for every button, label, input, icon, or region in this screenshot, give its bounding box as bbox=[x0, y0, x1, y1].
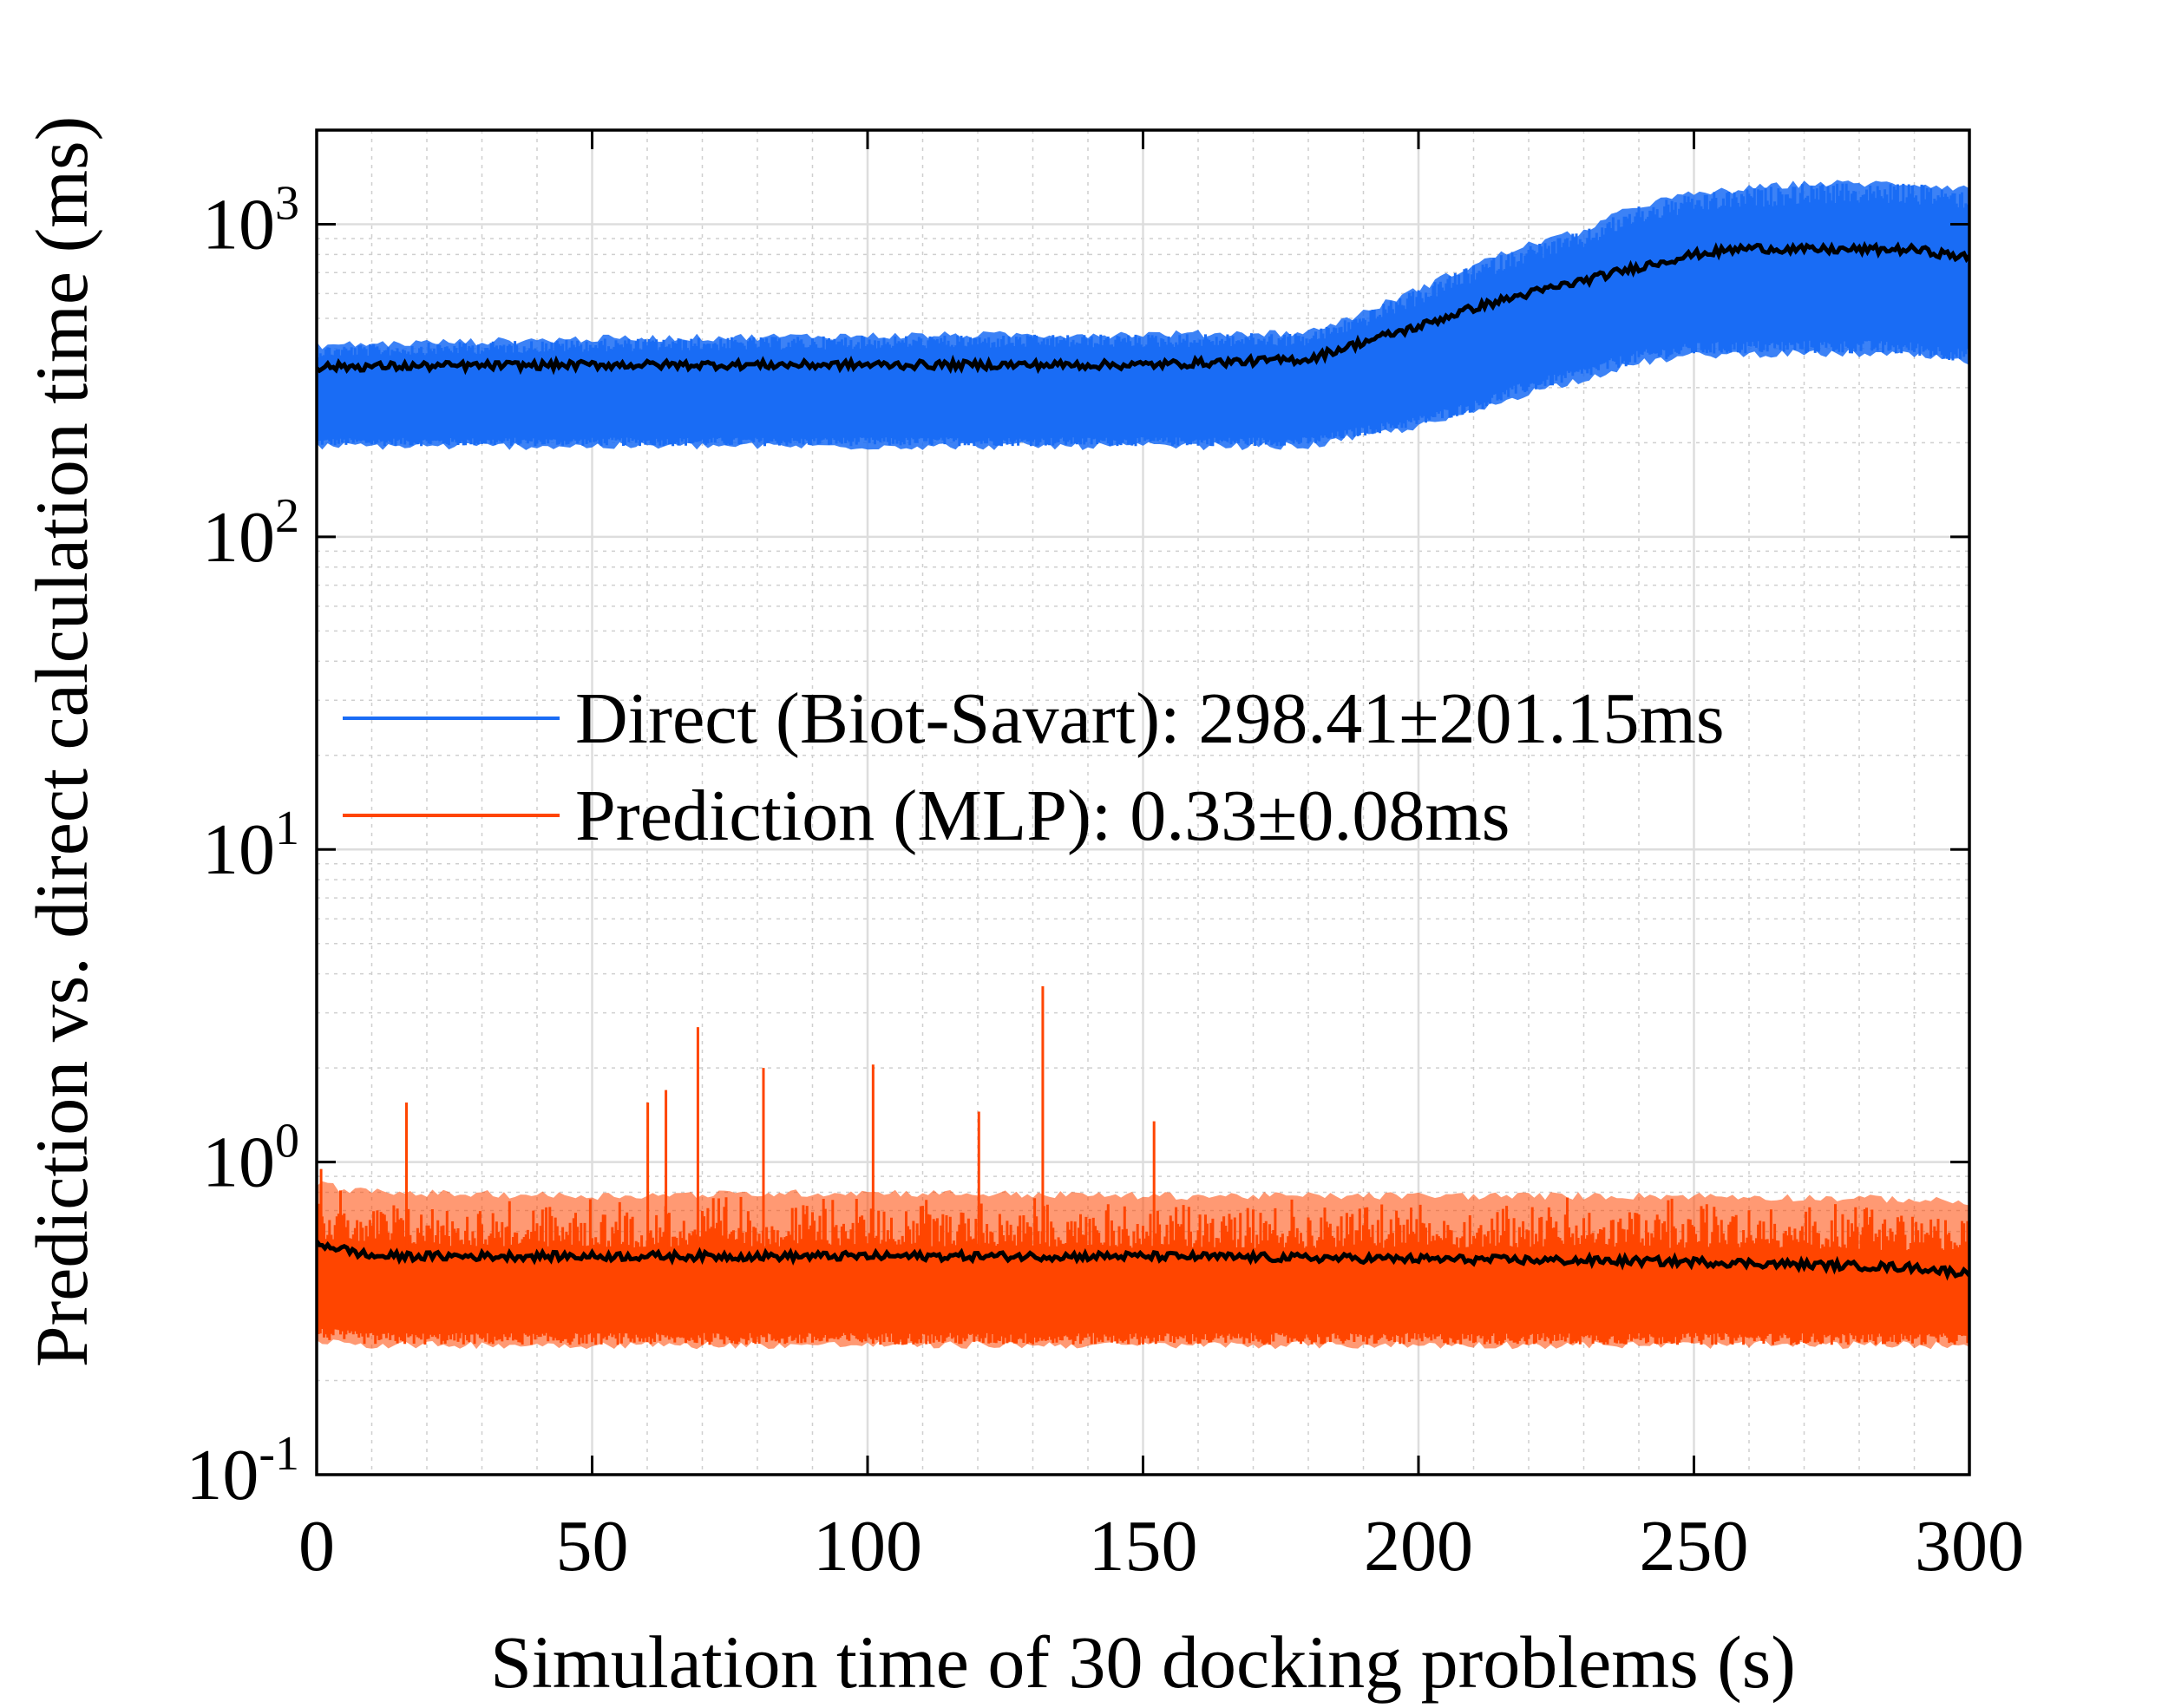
y-tick-label: 10-1 bbox=[186, 1427, 299, 1515]
y-tick-label: 101 bbox=[202, 802, 299, 890]
y-axis-label: Prediction vs. direct calculation time (… bbox=[20, 116, 103, 1367]
x-tick-label: 50 bbox=[556, 1506, 629, 1587]
legend: Direct (Biot-Savart): 298.41±201.15ms Pr… bbox=[343, 678, 1725, 856]
x-tick-label: 100 bbox=[813, 1506, 922, 1587]
x-tick-label: 300 bbox=[1915, 1506, 2024, 1587]
series-band-0 bbox=[317, 180, 1969, 451]
x-tick-label: 150 bbox=[1089, 1506, 1198, 1587]
plot-area bbox=[317, 180, 1969, 1350]
x-tick-label: 0 bbox=[298, 1506, 335, 1587]
x-tick-labels: 0 50 100 150 200 250 300 bbox=[298, 1506, 2024, 1587]
y-tick-label: 103 bbox=[202, 176, 299, 265]
legend-label-direct: Direct (Biot-Savart): 298.41±201.15ms bbox=[575, 678, 1725, 759]
tick-marks bbox=[315, 130, 1971, 1476]
mean-line-1 bbox=[317, 1240, 1969, 1281]
series-band-1 bbox=[317, 1181, 1969, 1350]
y-tick-label: 102 bbox=[202, 489, 299, 578]
y-tick-labels: 10-1 100 101 102 103 bbox=[186, 176, 299, 1515]
legend-label-prediction: Prediction (MLP): 0.33±0.08ms bbox=[575, 775, 1510, 856]
x-axis-label: Simulation time of 30 docking problems (… bbox=[490, 1620, 1796, 1704]
x-tick-label: 250 bbox=[1640, 1506, 1749, 1587]
y-tick-label: 100 bbox=[202, 1115, 299, 1203]
x-tick-label: 200 bbox=[1364, 1506, 1473, 1587]
mean-line-0 bbox=[317, 240, 1969, 376]
